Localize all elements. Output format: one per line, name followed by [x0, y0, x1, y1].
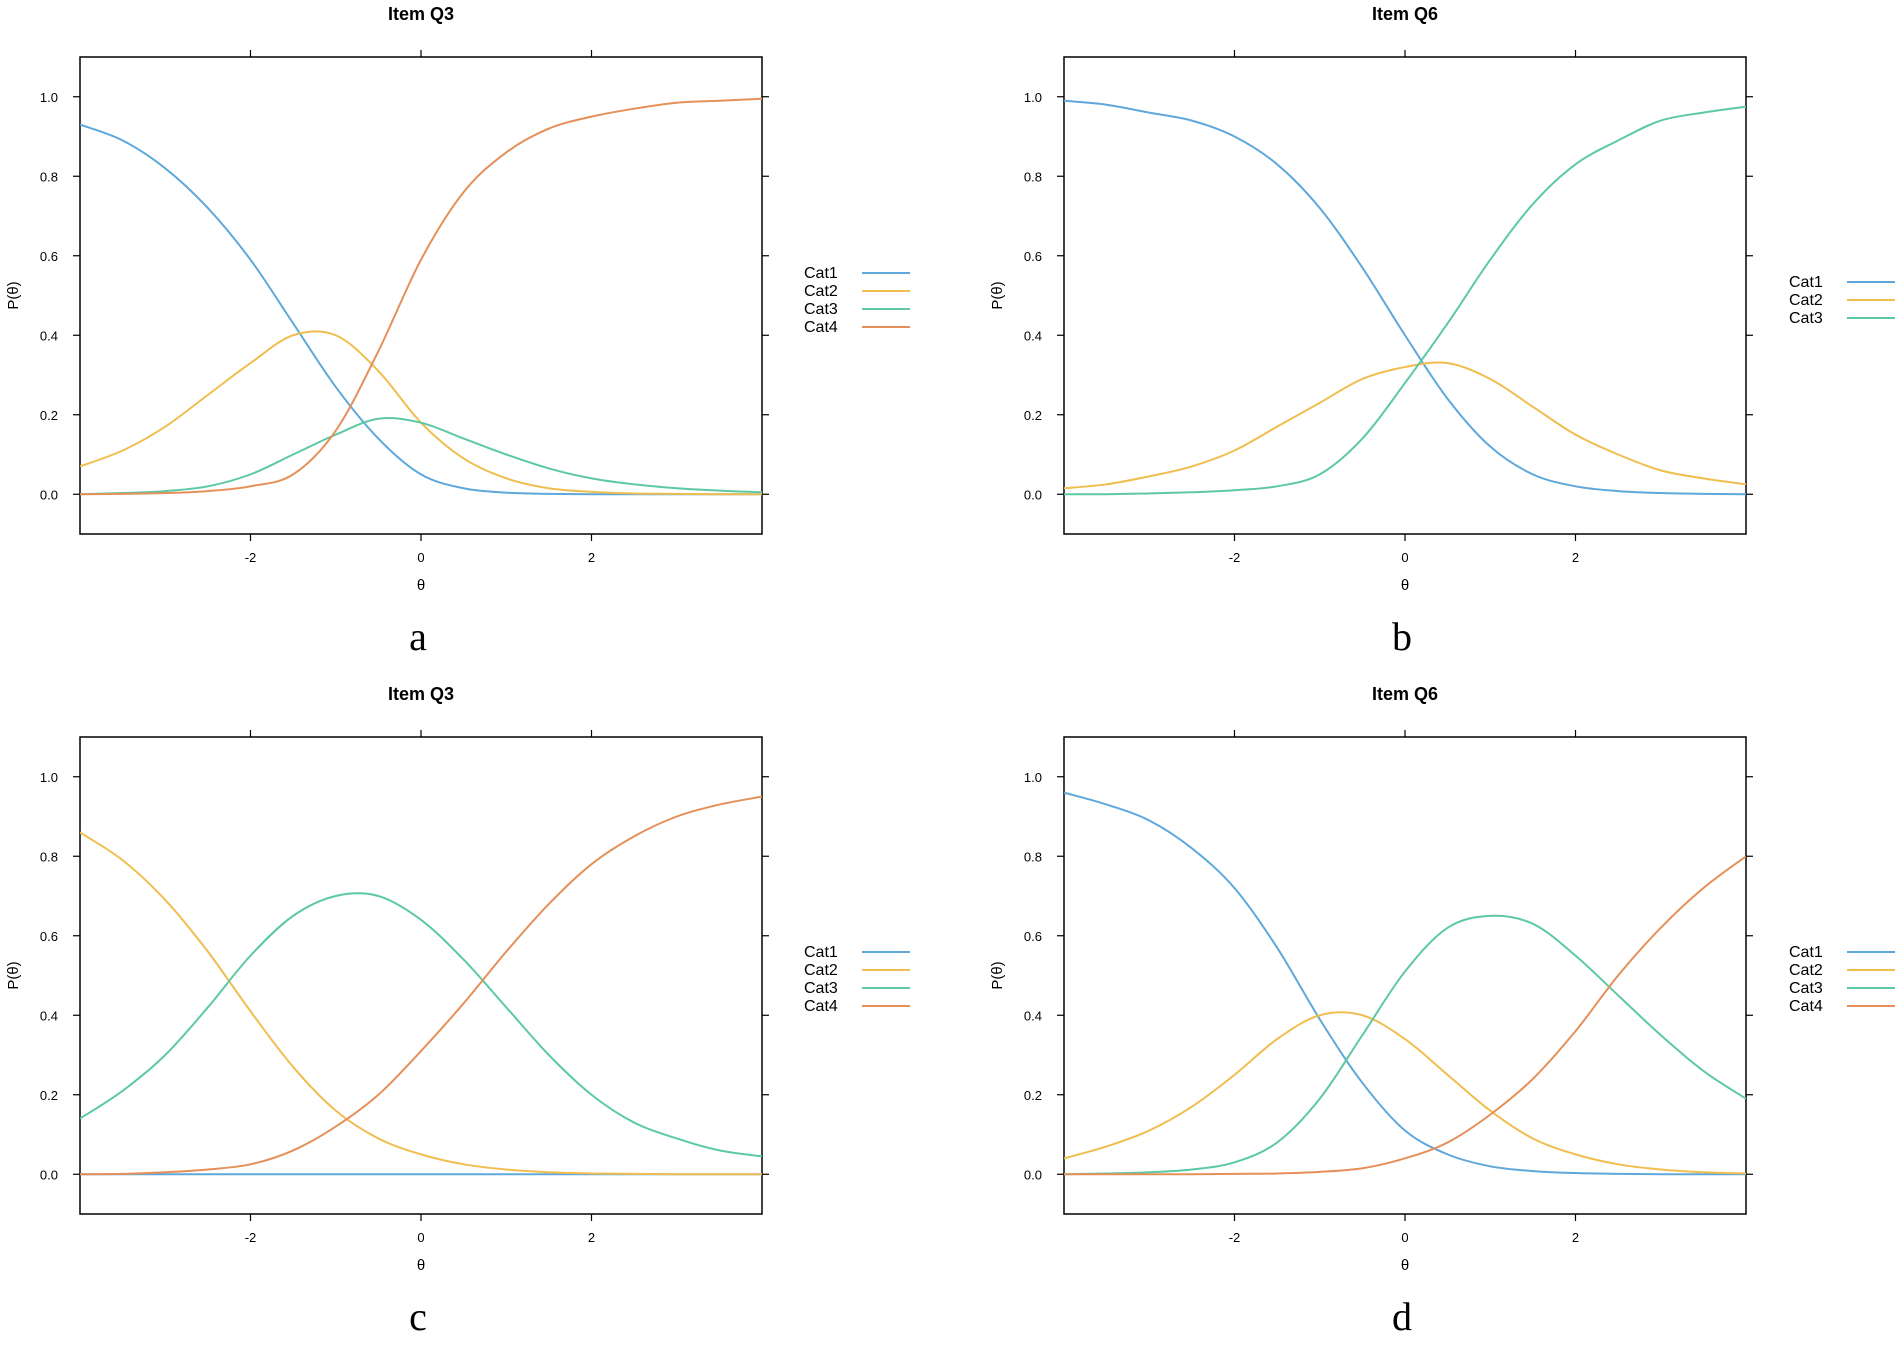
x-tick-label: -2	[1229, 1230, 1241, 1245]
series-line-cat4	[1064, 855, 1746, 1176]
x-tick-label: -2	[245, 550, 257, 565]
series-line-cat2	[1064, 361, 1746, 490]
legend-label-cat3: Cat3	[804, 301, 838, 318]
y-tick-label: 0.8	[40, 849, 58, 864]
series-line-cat3	[1064, 105, 1746, 496]
y-tick-label: 0.0	[40, 487, 58, 502]
plot-frame	[79, 736, 763, 1215]
y-tick-label: 0.4	[40, 328, 58, 343]
series-line-cat3	[1064, 914, 1746, 1176]
legend-label-cat2: Cat2	[1789, 292, 1823, 309]
y-tick-label: 0.2	[40, 408, 58, 423]
series-line-cat2	[80, 831, 762, 1176]
legend-label-cat1: Cat1	[1789, 944, 1823, 961]
series-line-cat1	[1064, 791, 1746, 1176]
y-tick-label: 1.0	[40, 770, 58, 785]
panel-label: a	[409, 614, 427, 659]
legend-label-cat1: Cat1	[804, 944, 838, 961]
y-tick-label: 1.0	[40, 90, 58, 105]
x-tick-label: 2	[588, 550, 595, 565]
y-axis-label: P(θ)	[989, 961, 1006, 989]
x-tick-label: 0	[417, 550, 424, 565]
chart-title: Item Q6	[1372, 684, 1438, 704]
x-tick-label: -2	[245, 1230, 257, 1245]
series-line-cat4	[80, 795, 762, 1176]
legend-label-cat4: Cat4	[804, 998, 838, 1015]
y-tick-label: 0.2	[1024, 1088, 1042, 1103]
legend-label-cat3: Cat3	[804, 980, 838, 997]
legend-label-cat1: Cat1	[1789, 274, 1823, 291]
x-tick-label: -2	[1229, 550, 1241, 565]
series-line-cat4	[80, 97, 762, 496]
y-axis-label: P(θ)	[5, 961, 22, 989]
chart-panel-c: Item Q30.00.20.40.60.81.0-2 0 2θP(θ)Cat1Ca…	[5, 684, 910, 1339]
panel-label: b	[1392, 614, 1412, 659]
y-tick-label: 0.0	[1024, 487, 1042, 502]
series-line-cat2	[80, 330, 762, 496]
x-tick-label: 2	[1572, 550, 1579, 565]
x-axis-label: θ	[1401, 1257, 1409, 1274]
legend-label-cat2: Cat2	[1789, 962, 1823, 979]
y-axis-label: P(θ)	[989, 281, 1006, 309]
x-tick-label: 0	[417, 1230, 424, 1245]
legend-label-cat1: Cat1	[804, 265, 838, 282]
x-tick-label: 2	[588, 1230, 595, 1245]
x-tick-label: 2	[1572, 1230, 1579, 1245]
chart-panel-a: Item Q30.00.20.40.60.81.0-2 0 2θP(θ)Cat1Ca…	[5, 4, 910, 659]
legend-label-cat4: Cat4	[804, 319, 838, 336]
plot-frame	[1063, 736, 1747, 1215]
chart-panel-d: Item Q60.00.20.40.60.81.0-2 0 2θP(θ)Cat1Ca…	[989, 684, 1895, 1339]
y-tick-label: 1.0	[1024, 770, 1042, 785]
x-axis-label: θ	[1401, 577, 1409, 594]
series-line-cat1	[80, 123, 762, 496]
y-tick-label: 1.0	[1024, 90, 1042, 105]
legend-label-cat3: Cat3	[1789, 310, 1823, 327]
y-tick-label: 0.6	[40, 249, 58, 264]
y-tick-label: 0.2	[40, 1088, 58, 1103]
series-line-cat2	[1064, 1011, 1746, 1175]
y-tick-label: 0.4	[1024, 1008, 1042, 1023]
y-tick-label: 0.0	[1024, 1167, 1042, 1182]
chart-panel-b: Item Q60.00.20.40.60.81.0-2 0 2θP(θ) Cat1Ca…	[989, 4, 1895, 659]
chart-title: Item Q3	[388, 4, 454, 24]
chart-title: Item Q3	[388, 684, 454, 704]
legend-label-cat3: Cat3	[1789, 980, 1823, 997]
y-tick-label: 0.4	[1024, 328, 1042, 343]
y-axis-label: P(θ)	[5, 281, 22, 309]
x-axis-label: θ	[417, 577, 425, 594]
x-tick-label: 0	[1401, 550, 1408, 565]
legend-label-cat4: Cat4	[1789, 998, 1823, 1015]
y-tick-label: 0.6	[40, 929, 58, 944]
y-tick-label: 0.4	[40, 1008, 58, 1023]
legend-label-cat2: Cat2	[804, 962, 838, 979]
y-tick-label: 0.8	[40, 169, 58, 184]
chart-title: Item Q6	[1372, 4, 1438, 24]
series-line-cat3	[80, 892, 762, 1158]
y-tick-label: 0.8	[1024, 169, 1042, 184]
y-tick-label: 0.6	[1024, 929, 1042, 944]
series-line-cat3	[80, 417, 762, 496]
plot-frame	[79, 56, 763, 535]
y-tick-label: 0.6	[1024, 249, 1042, 264]
legend-label-cat2: Cat2	[804, 283, 838, 300]
x-axis-label: θ	[417, 1257, 425, 1274]
y-tick-label: 0.0	[40, 1167, 58, 1182]
y-tick-label: 0.8	[1024, 849, 1042, 864]
panel-label: c	[409, 1294, 427, 1339]
series-line-cat1	[1064, 99, 1746, 496]
x-tick-label: 0	[1401, 1230, 1408, 1245]
panel-label: d	[1392, 1294, 1412, 1339]
y-tick-label: 0.2	[1024, 408, 1042, 423]
